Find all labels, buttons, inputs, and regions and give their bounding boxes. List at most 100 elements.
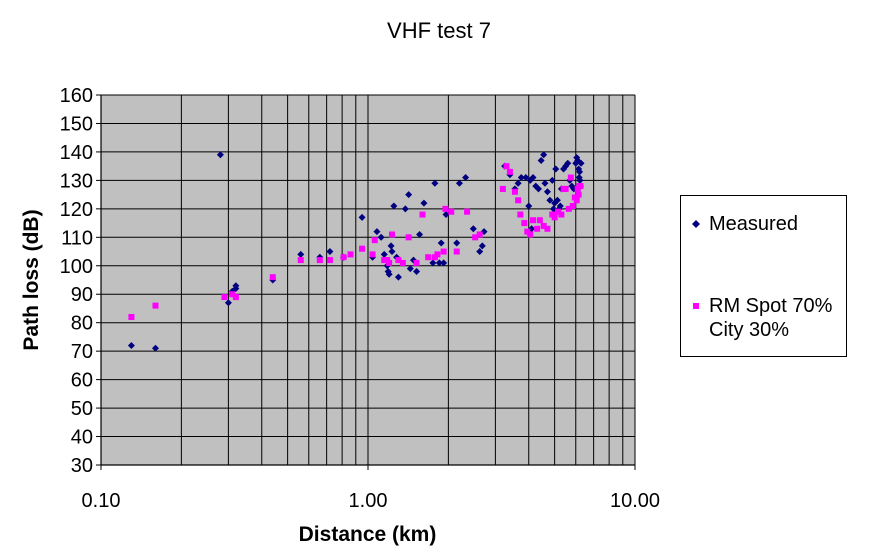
data-point-rm-spot: [359, 245, 366, 252]
data-point-measured: [440, 259, 448, 267]
data-point-measured: [401, 205, 409, 213]
data-point-measured: [553, 196, 561, 204]
data-point-measured: [556, 202, 564, 210]
y-tick-label: 90: [71, 284, 93, 306]
data-point-measured: [420, 199, 428, 207]
data-point-measured: [522, 174, 530, 182]
data-point-measured: [127, 341, 135, 349]
data-point-rm-spot: [503, 163, 510, 170]
data-point-measured: [548, 176, 556, 184]
data-point-measured: [406, 265, 414, 273]
y-tick-label: 130: [60, 170, 93, 192]
data-point-rm-spot: [453, 248, 460, 255]
data-point-measured: [405, 191, 413, 199]
data-point-rm-spot: [413, 259, 420, 266]
data-point-measured: [297, 250, 305, 258]
data-point-rm-spot: [506, 168, 513, 175]
x-axis-label: Distance (km): [298, 523, 437, 546]
y-tick-label: 50: [71, 398, 93, 420]
data-point-measured: [478, 242, 486, 250]
legend: Measured RM Spot 70% City 30%: [680, 195, 847, 357]
data-point-measured: [529, 174, 537, 182]
data-point-rm-spot: [389, 231, 396, 238]
x-tick-label: 0.10: [82, 490, 121, 512]
data-point-rm-spot: [442, 205, 449, 212]
diamond-marker-icon: [692, 220, 700, 228]
legend-label-rm-spot: RM Spot 70% City 30%: [709, 295, 833, 341]
data-point-measured: [453, 239, 461, 247]
data-point-rm-spot: [530, 217, 537, 224]
data-point-measured: [358, 213, 366, 221]
data-point-measured: [394, 273, 402, 281]
data-point-measured: [525, 202, 533, 210]
data-point-rm-spot: [347, 251, 354, 258]
data-point-measured: [431, 179, 439, 187]
data-point-rm-spot: [558, 211, 565, 218]
data-point-rm-spot: [464, 208, 471, 215]
y-tick-label: 160: [60, 85, 93, 107]
data-point-measured: [385, 270, 393, 278]
data-point-rm-spot: [517, 211, 524, 218]
data-point-rm-spot: [448, 208, 455, 215]
data-point-measured: [224, 299, 232, 307]
square-marker-icon: [693, 303, 699, 309]
data-point-measured: [232, 285, 240, 293]
y-tick-label: 140: [60, 142, 93, 164]
data-point-rm-spot: [555, 208, 562, 215]
data-point-rm-spot: [536, 217, 543, 224]
data-point-measured: [543, 188, 551, 196]
data-point-rm-spot: [544, 225, 551, 232]
data-point-rm-spot: [575, 191, 582, 198]
data-point-rm-spot: [395, 257, 402, 264]
data-point-rm-spot: [562, 185, 569, 192]
y-tick-label: 60: [71, 370, 93, 392]
data-point-measured: [380, 250, 388, 258]
data-point-measured: [541, 179, 549, 187]
data-point-rm-spot: [232, 294, 239, 301]
data-point-measured: [462, 174, 470, 182]
data-point-rm-spot: [297, 257, 304, 264]
data-point-rm-spot: [499, 185, 506, 192]
x-tick-label: 10.00: [610, 490, 660, 512]
data-point-rm-spot: [405, 234, 412, 241]
data-point-rm-spot: [369, 251, 376, 258]
y-tick-label: 110: [61, 227, 93, 249]
data-point-measured: [437, 239, 445, 247]
data-point-measured: [416, 230, 424, 238]
data-point-rm-spot: [229, 291, 236, 298]
data-point-measured: [537, 156, 545, 164]
data-point-measured: [564, 159, 572, 167]
chart-title: VHF test 7: [387, 18, 491, 43]
data-point-measured: [442, 211, 450, 219]
data-point-measured: [552, 165, 560, 173]
data-point-rm-spot: [476, 231, 483, 238]
data-point-measured: [387, 242, 395, 250]
y-tick-label: 80: [71, 313, 93, 335]
data-point-measured: [514, 179, 522, 187]
data-point-rm-spot: [565, 205, 572, 212]
data-point-measured: [534, 185, 542, 193]
data-point-measured: [517, 174, 525, 182]
data-point-rm-spot: [573, 197, 580, 204]
data-point-measured: [469, 225, 477, 233]
data-point-rm-spot: [425, 254, 432, 261]
y-tick-label: 150: [60, 113, 93, 135]
y-tick-label: 30: [71, 455, 93, 477]
data-point-rm-spot: [340, 254, 347, 261]
data-point-rm-spot: [419, 211, 426, 218]
x-tick-label: 1.00: [349, 490, 388, 512]
data-point-measured: [476, 248, 484, 256]
data-point-rm-spot: [221, 294, 228, 301]
data-point-measured: [216, 151, 224, 159]
y-tick-label: 70: [71, 341, 93, 363]
data-point-rm-spot: [551, 214, 558, 221]
data-point-rm-spot: [434, 251, 441, 258]
data-point-measured: [540, 151, 548, 159]
data-point-rm-spot: [386, 259, 393, 266]
data-point-rm-spot: [527, 231, 534, 238]
data-point-rm-spot: [567, 174, 574, 181]
data-point-rm-spot: [511, 188, 518, 195]
data-point-measured: [546, 196, 554, 204]
data-point-rm-spot: [326, 257, 333, 264]
